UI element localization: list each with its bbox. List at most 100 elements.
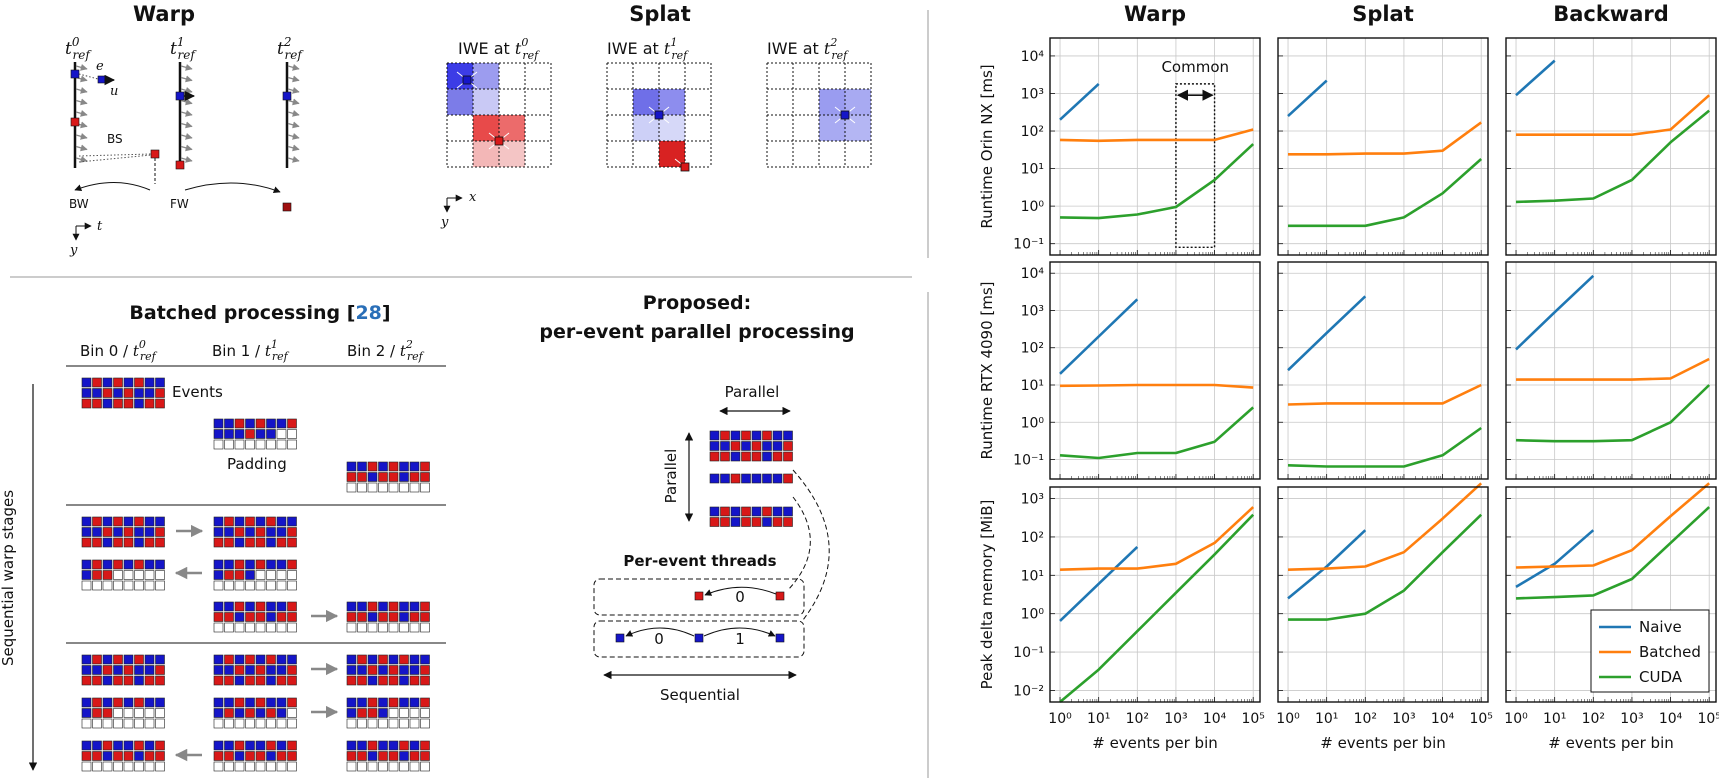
event-cell xyxy=(224,612,234,622)
y-tick-label: 10⁰ xyxy=(1021,415,1045,431)
x-tick-label: 10⁵ xyxy=(1469,711,1492,727)
stage1-bin0-b xyxy=(81,559,165,591)
event-cell xyxy=(92,740,102,751)
event-cell xyxy=(783,451,793,462)
event-cell xyxy=(155,718,165,729)
legend-label: Naive xyxy=(1639,618,1682,636)
series-cuda xyxy=(1515,109,1711,204)
flow-arrow xyxy=(180,132,193,140)
flow-arrow xyxy=(75,98,88,106)
event-cell xyxy=(378,461,388,472)
proposed-title-1: Proposed: xyxy=(643,292,751,314)
stages-label: Sequential warp stages xyxy=(0,490,17,666)
event-cell xyxy=(234,601,245,612)
event-cell xyxy=(378,751,388,761)
e-label: e xyxy=(96,59,104,74)
thread-event-red-a xyxy=(694,591,704,601)
event-cell xyxy=(255,697,266,708)
event-cell xyxy=(234,527,245,537)
splat-point xyxy=(462,75,472,85)
row-label: Runtime Orin NX [ms] xyxy=(978,64,996,228)
event-cell xyxy=(224,665,234,675)
x-tick-label: 10⁴ xyxy=(1431,711,1455,727)
event-cell xyxy=(81,654,92,665)
panel-frame xyxy=(1049,486,1261,703)
event-cell xyxy=(276,654,287,665)
x-tick-label: 10⁴ xyxy=(1659,711,1683,727)
event-cell xyxy=(276,559,287,570)
series-batched xyxy=(1516,94,1711,136)
event-cell xyxy=(287,665,297,675)
event-cell xyxy=(266,580,276,591)
event-cell xyxy=(420,482,430,493)
event-cell xyxy=(234,580,245,591)
event-cell xyxy=(123,570,134,580)
stage2-bin0-c xyxy=(81,740,165,772)
event-cell xyxy=(134,377,144,388)
event-cell xyxy=(113,559,123,570)
event-cell xyxy=(287,601,297,612)
event-cell xyxy=(367,761,378,772)
event-cell xyxy=(751,473,762,484)
x-tick-label: 10⁵ xyxy=(1697,711,1719,727)
event-cell xyxy=(234,761,245,772)
y-tick-label: 10¹ xyxy=(1021,568,1044,584)
event-cell xyxy=(213,516,224,527)
event-cell xyxy=(287,740,297,751)
thread-arc-red xyxy=(704,586,777,596)
event-cell xyxy=(255,601,266,612)
event-cell xyxy=(234,718,245,729)
event-cell xyxy=(92,761,102,772)
event-cell xyxy=(420,654,430,665)
event-cell xyxy=(420,761,430,772)
event-cell xyxy=(357,718,367,729)
event-cell xyxy=(266,654,276,665)
event-cell xyxy=(409,654,420,665)
event-cell xyxy=(155,665,165,675)
bin2-events xyxy=(346,461,430,493)
event-cell xyxy=(709,506,720,517)
event-cell xyxy=(123,751,134,761)
legend-label: CUDA xyxy=(1639,668,1683,686)
event-cell xyxy=(378,622,388,633)
event-cell xyxy=(420,675,430,686)
event-cell xyxy=(378,761,388,772)
event-cell xyxy=(255,654,266,665)
proposed-panel: Proposed: per-event parallel processing … xyxy=(539,292,854,704)
event-cell xyxy=(287,718,297,729)
event-cell xyxy=(224,439,234,450)
event-cell xyxy=(346,751,357,761)
thread-connector-2 xyxy=(792,469,830,621)
event-cell xyxy=(266,761,276,772)
x-axis-label: # events per bin xyxy=(1320,734,1446,752)
event-cell xyxy=(346,472,357,482)
u-label: u xyxy=(110,84,118,99)
event-cell xyxy=(102,654,113,665)
event-cell xyxy=(102,527,113,537)
event-cell xyxy=(102,718,113,729)
event-cell xyxy=(92,665,102,675)
event-cell xyxy=(224,429,234,439)
event-cell xyxy=(276,761,287,772)
event-cell xyxy=(92,654,102,665)
event-cell xyxy=(346,482,357,493)
event-cell xyxy=(234,537,245,548)
event-cell xyxy=(357,482,367,493)
event-cell xyxy=(357,622,367,633)
event-cell xyxy=(81,377,92,388)
event-cell xyxy=(113,697,123,708)
event-cell xyxy=(81,516,92,527)
event-cell xyxy=(266,570,276,580)
event-cell xyxy=(357,612,367,622)
event-cell xyxy=(213,537,224,548)
event-cell xyxy=(213,527,224,537)
event-cell xyxy=(113,398,123,409)
event-cell xyxy=(81,527,92,537)
event-cell xyxy=(224,708,234,718)
batch-blocks xyxy=(81,377,430,772)
bs-dots-1 xyxy=(78,153,152,157)
event-cell xyxy=(245,751,255,761)
flow-arrow xyxy=(287,98,300,106)
event-cell xyxy=(266,418,276,429)
event-cell xyxy=(234,708,245,718)
